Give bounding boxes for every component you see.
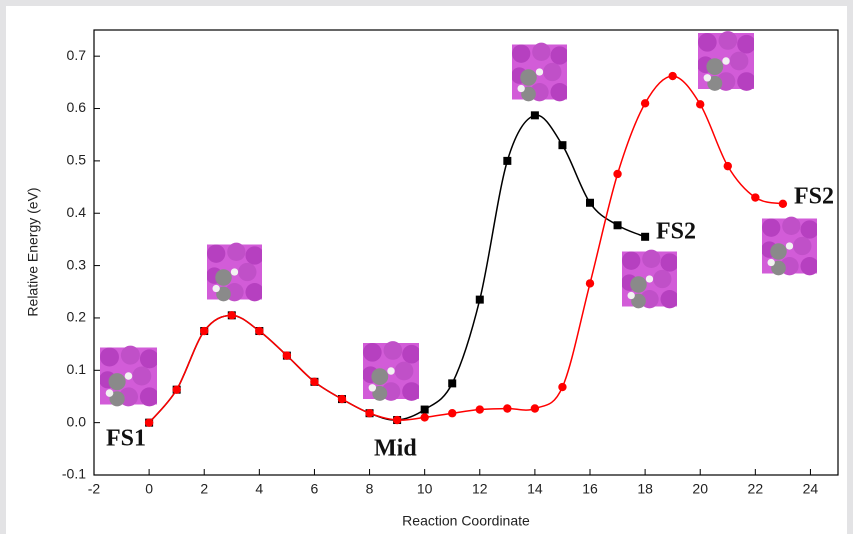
y-tick-label: 0.3 (67, 256, 87, 272)
x-tick-label: 20 (692, 481, 708, 497)
annotation: FS2 (656, 219, 696, 245)
point (392, 415, 402, 425)
point (585, 279, 595, 288)
x-tick-label: 4 (255, 481, 263, 497)
point (640, 99, 650, 108)
x-tick-label: 14 (527, 481, 543, 497)
point (503, 156, 512, 165)
point (530, 404, 540, 413)
point (558, 141, 567, 150)
x-axis-label: Reaction Coordinate (402, 513, 530, 529)
point (613, 221, 622, 230)
point (530, 111, 539, 120)
point (475, 405, 484, 414)
x-tick-label: 6 (311, 481, 319, 497)
point (475, 295, 484, 304)
y-tick-label: 0.2 (67, 309, 87, 325)
x-tick-label: 0 (145, 481, 153, 497)
point (723, 161, 732, 171)
x-tick-label: 24 (803, 481, 819, 497)
x-tick-label: 8 (366, 481, 374, 497)
annotation: FS2 (794, 184, 834, 210)
y-tick-label: 0.5 (67, 152, 87, 168)
x-tick-label: 12 (472, 481, 488, 497)
point (337, 394, 347, 404)
point (200, 326, 209, 336)
point (365, 409, 374, 418)
point (282, 351, 292, 360)
x-tick-label: 2 (200, 481, 208, 497)
point (255, 326, 264, 336)
x-tick-label: 10 (417, 481, 433, 497)
point (751, 193, 760, 202)
point (641, 232, 650, 241)
structure-image (622, 249, 677, 309)
panel (6, 6, 847, 534)
point (172, 385, 181, 394)
y-tick-label: 0.4 (67, 204, 87, 220)
point (144, 418, 154, 427)
point (668, 71, 677, 81)
point (448, 379, 457, 388)
point (420, 413, 429, 422)
y-tick-label: 0.0 (67, 413, 87, 429)
point (503, 404, 512, 413)
structure-image (698, 31, 754, 91)
y-tick-label: 0.1 (67, 361, 87, 377)
x-tick-label: 18 (637, 481, 653, 497)
point (696, 100, 705, 109)
point (778, 199, 788, 209)
structure-image (512, 42, 567, 102)
point (227, 311, 236, 320)
y-tick-label: 0.7 (67, 47, 87, 63)
point (613, 169, 622, 179)
annotation: FS1 (106, 426, 146, 452)
structure-image (100, 345, 157, 407)
y-tick-label: 0.6 (67, 99, 87, 115)
annotation: Mid (374, 436, 417, 462)
point (310, 377, 319, 387)
structure-image (363, 341, 419, 401)
x-tick-label: -2 (88, 481, 101, 497)
x-tick-label: 22 (748, 481, 764, 497)
structure-image (762, 216, 817, 276)
point (448, 409, 457, 418)
point (558, 382, 567, 392)
structure-image (207, 242, 262, 302)
point (420, 405, 429, 414)
x-tick-label: 16 (582, 481, 598, 497)
point (586, 198, 594, 207)
plot-frame (93, 29, 839, 476)
y-axis-label: Relative Energy (eV) (25, 187, 41, 316)
y-tick-label: -0.1 (62, 466, 86, 482)
